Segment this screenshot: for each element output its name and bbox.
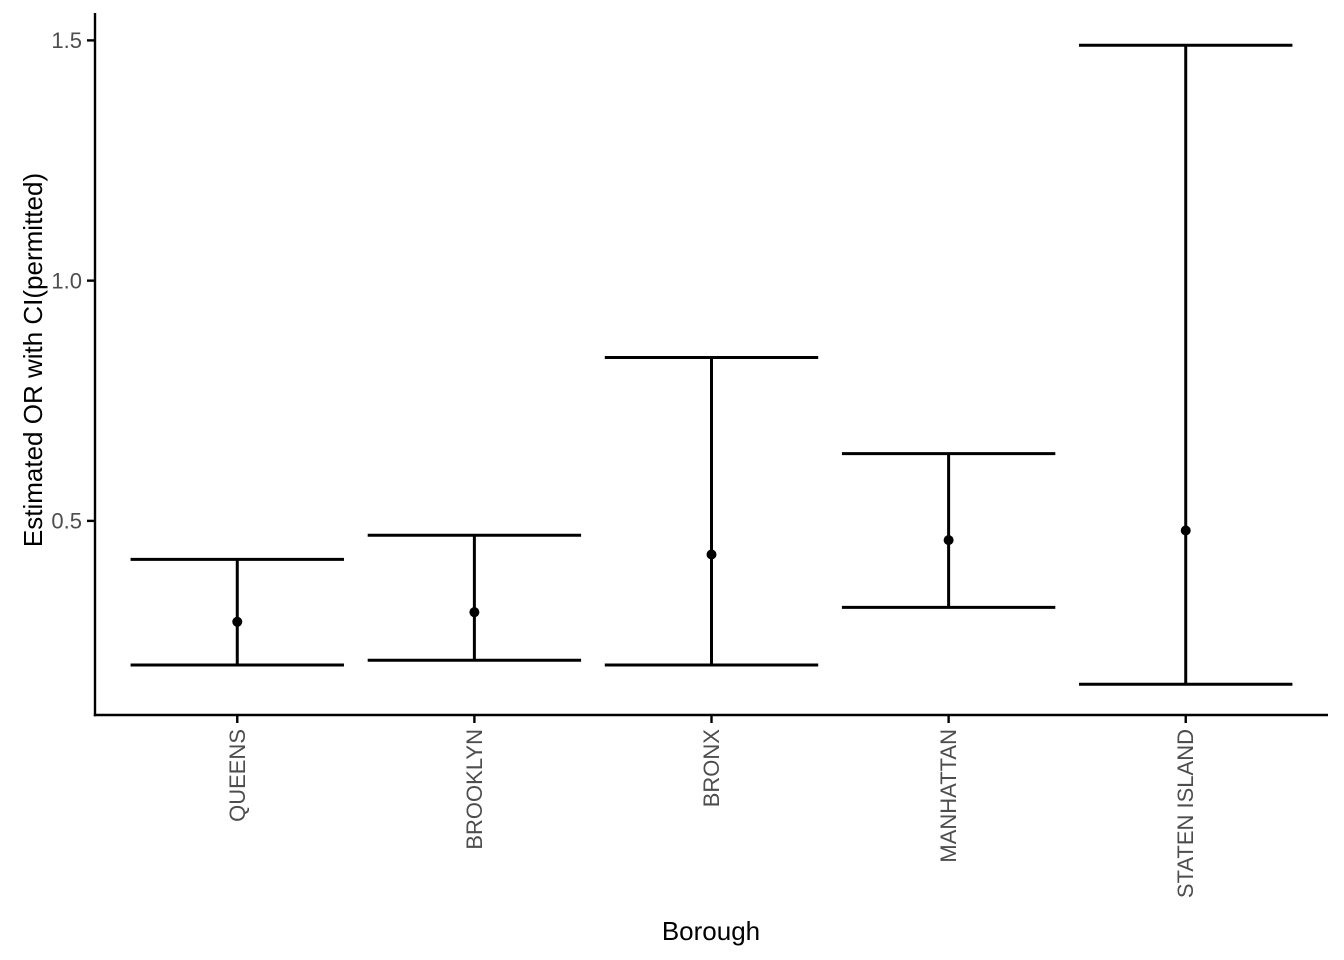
x-tick-label: BRONX (699, 729, 724, 808)
point-estimate (1180, 525, 1191, 536)
point-estimate (706, 549, 717, 560)
error-bar-group (130, 557, 344, 667)
y-axis-title: Estimated OR with CI(permitted) (18, 173, 48, 547)
y-axis-ticks: 0.5 1.0 1.5 (51, 28, 95, 534)
point-estimate (232, 616, 243, 627)
y-tick-label: 1.5 (51, 28, 82, 53)
error-bars (130, 43, 1293, 686)
x-tick-label: MANHATTAN (936, 729, 961, 863)
error-bar-group (1079, 43, 1293, 686)
x-tick-label: QUEENS (225, 729, 250, 822)
error-bar-group (604, 356, 819, 667)
x-axis-ticks: QUEENS BROOKLYN BRONX MANHATTAN STATEN ISLAN… (225, 715, 1198, 898)
y-tick-label: 0.5 (51, 509, 82, 534)
y-tick-label: 1.0 (51, 268, 82, 293)
x-tick-label: BROOKLYN (462, 729, 487, 850)
x-axis-title: Borough (662, 916, 760, 946)
error-bar-group (841, 452, 1056, 609)
x-tick-label: STATEN ISLAND (1173, 729, 1198, 898)
point-estimate (943, 535, 954, 546)
point-estimate (469, 607, 480, 618)
error-bar-group (367, 533, 582, 662)
